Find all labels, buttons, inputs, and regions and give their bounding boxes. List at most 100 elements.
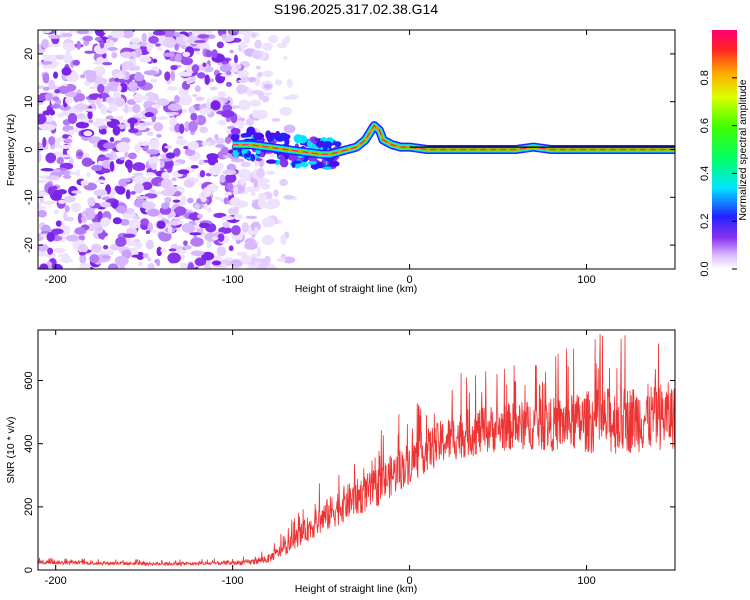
noise-blob (48, 79, 56, 90)
ridge-band-peak (232, 124, 675, 155)
spectrogram-y-tick-label: 0 (23, 146, 35, 152)
noise-blob (216, 246, 227, 257)
noise-blob (240, 177, 246, 186)
ridge-blob (300, 162, 309, 168)
noise-blob (223, 191, 232, 196)
noise-blob (199, 170, 206, 178)
noise-blob (97, 83, 105, 94)
noise-blob (130, 120, 135, 131)
noise-blob (180, 195, 187, 206)
noise-blob (105, 250, 114, 256)
noise-blob (276, 42, 287, 49)
noise-blob (38, 152, 42, 163)
noise-blob (93, 44, 108, 55)
noise-blob (243, 76, 250, 81)
spectrogram-ridge (228, 121, 675, 170)
noise-blob (178, 123, 185, 134)
noise-blob (191, 30, 200, 37)
noise-blob (161, 143, 169, 153)
noise-blob (67, 129, 75, 136)
noise-blob (79, 262, 91, 269)
noise-blob (206, 30, 213, 34)
spectrogram-x-ticks: -200 -100 0 100 (45, 30, 596, 286)
snr-x-tick-label: -100 (222, 575, 244, 587)
ridge-blob (322, 166, 332, 170)
noise-blob (38, 243, 49, 252)
noise-blob (184, 127, 189, 132)
noise-blob (91, 222, 102, 229)
noise-blob (101, 232, 109, 237)
noise-blob (47, 247, 54, 255)
noise-blob (122, 30, 134, 39)
noise-blob (283, 194, 295, 200)
noise-blob (213, 212, 227, 218)
noise-blob (257, 178, 271, 184)
ridge-blob (259, 151, 265, 158)
noise-blob (215, 137, 226, 145)
noise-blob (134, 71, 142, 78)
noise-blob (124, 159, 133, 169)
noise-blob (46, 231, 55, 242)
noise-blob (75, 121, 90, 129)
snr-panel: -200 -100 0 100 0 200 400 600 Height of straig… (5, 329, 676, 595)
noise-blob (179, 262, 189, 269)
noise-blob (147, 208, 160, 217)
noise-blob (227, 207, 239, 216)
noise-blob (82, 35, 94, 42)
noise-blob (87, 110, 93, 120)
noise-blob (196, 72, 206, 79)
noise-blob (60, 233, 66, 243)
noise-blob (63, 211, 68, 222)
noise-blob (212, 236, 219, 241)
noise-blob (192, 93, 198, 97)
noise-blob (209, 86, 218, 91)
noise-blob (180, 44, 187, 49)
noise-blob (198, 222, 210, 229)
noise-blob (183, 98, 190, 104)
noise-blob (43, 86, 50, 91)
snr-y-tick-label: 600 (23, 371, 35, 389)
noise-blob (38, 61, 43, 66)
noise-blob (149, 93, 159, 102)
snr-x-label: Height of straight line (km) (295, 583, 418, 595)
noise-blob (40, 123, 54, 131)
noise-blob (100, 217, 111, 227)
noise-blob (160, 189, 175, 197)
noise-blob (40, 168, 54, 172)
noise-blob (117, 84, 122, 92)
noise-blob (145, 239, 154, 250)
noise-blob (93, 65, 106, 77)
noise-blob (174, 206, 187, 216)
noise-blob (94, 37, 102, 42)
noise-blob (202, 202, 208, 210)
noise-blob (112, 217, 122, 225)
noise-blob (217, 90, 227, 98)
noise-blob (105, 39, 111, 44)
noise-blob (245, 118, 255, 127)
noise-blob (167, 103, 182, 112)
noise-blob (95, 179, 107, 184)
noise-blob (39, 263, 49, 269)
noise-blob (106, 81, 121, 92)
noise-blob (176, 249, 187, 254)
noise-blob (99, 201, 111, 208)
ridge-blob (255, 158, 262, 162)
noise-blob (247, 76, 257, 83)
noise-blob (51, 228, 64, 235)
noise-blob (69, 30, 77, 33)
noise-blob (120, 178, 132, 183)
noise-blob (259, 182, 268, 187)
noise-blob (38, 179, 49, 184)
noise-blob (283, 35, 291, 43)
noise-blob (141, 181, 153, 191)
noise-blob (89, 254, 100, 264)
noise-blob (161, 171, 169, 179)
noise-blob (74, 227, 87, 235)
noise-blob (216, 41, 224, 49)
noise-blob (156, 133, 162, 138)
noise-blob (112, 125, 121, 136)
noise-blob (220, 109, 235, 118)
noise-blob (105, 96, 115, 104)
noise-blob (137, 261, 144, 267)
noise-blob (145, 42, 155, 49)
